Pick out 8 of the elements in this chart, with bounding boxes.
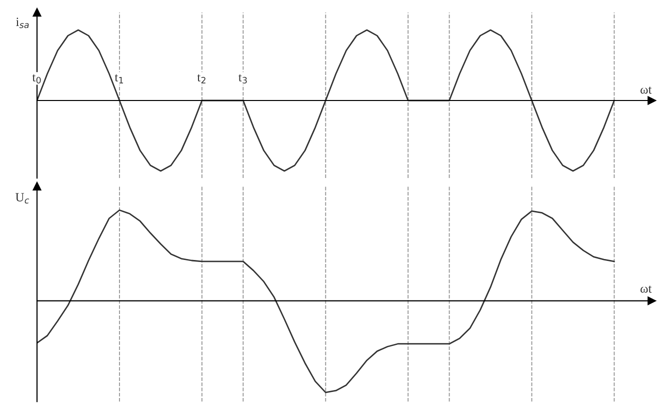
y-axis-title: U$_{c}$	[16, 193, 30, 204]
x-axis-title: ωt	[640, 86, 652, 94]
x-tick-label: t$_{2}$	[197, 74, 206, 84]
x-tick-label: t$_{3}$	[238, 74, 247, 84]
y-axis-title: i$_{sa}$	[16, 18, 29, 28]
x-tick-label: t$_{1}$	[114, 74, 124, 84]
x-axis-title: ωt	[640, 286, 652, 293]
x-tick-label: t$_{0}$	[32, 74, 41, 84]
